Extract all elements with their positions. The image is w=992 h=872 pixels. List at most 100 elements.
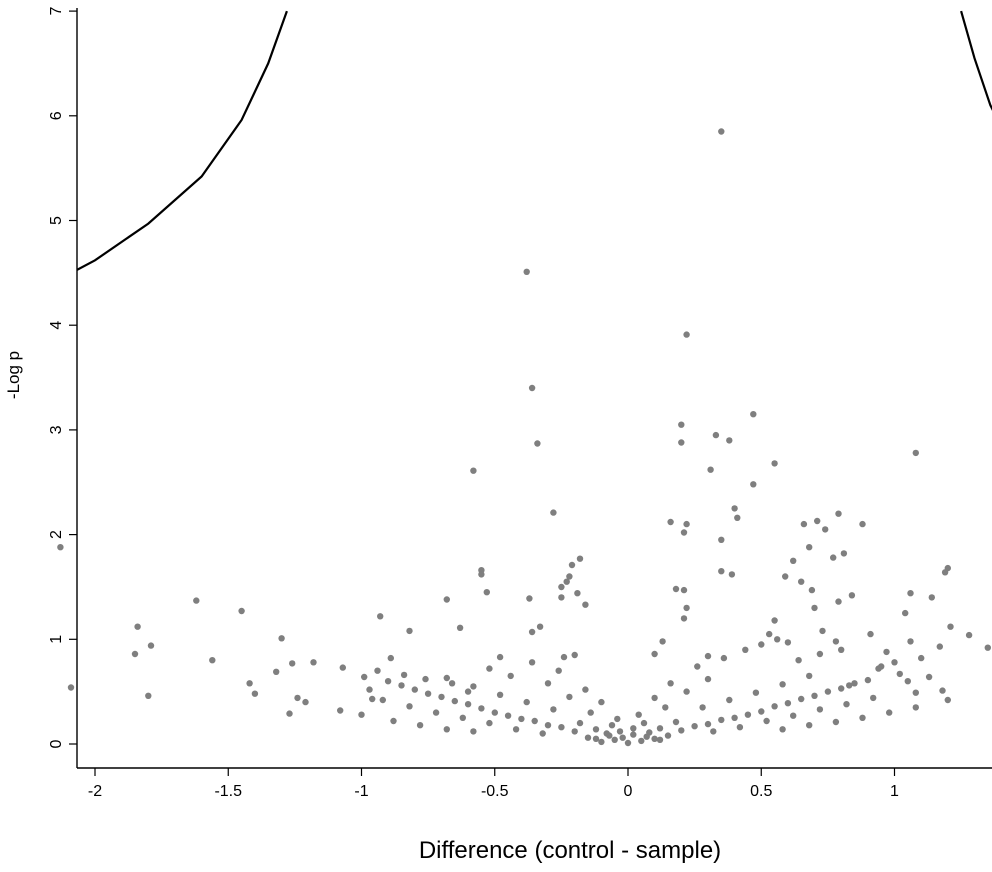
- data-point: [907, 638, 914, 645]
- data-point: [566, 693, 573, 701]
- data-point: [416, 722, 424, 729]
- data-point: [947, 623, 954, 630]
- data-point: [369, 695, 376, 703]
- data-point: [630, 731, 637, 738]
- data-point: [734, 514, 741, 521]
- data-point: [592, 735, 600, 742]
- data-point: [912, 449, 919, 457]
- data-point: [486, 665, 493, 672]
- data-point: [848, 592, 856, 599]
- data-point: [771, 460, 778, 467]
- x-tick-label: -2: [88, 783, 102, 800]
- data-points: [57, 128, 991, 747]
- data-point: [406, 703, 413, 710]
- data-point: [523, 698, 530, 706]
- data-point: [574, 590, 581, 597]
- data-point: [896, 670, 903, 678]
- data-point: [555, 667, 562, 674]
- data-point: [694, 663, 701, 670]
- data-point: [584, 734, 592, 741]
- x-tick-label: -1: [354, 783, 368, 800]
- data-point: [598, 698, 605, 706]
- data-point: [859, 520, 866, 528]
- data-point: [571, 728, 578, 735]
- data-point: [691, 723, 698, 730]
- data-point: [566, 573, 573, 580]
- data-point: [550, 706, 557, 713]
- data-point: [707, 466, 714, 473]
- significance-curve-left: [77, 10, 288, 272]
- data-point: [864, 676, 872, 684]
- data-point: [608, 722, 616, 729]
- data-point: [726, 696, 733, 704]
- data-point: [432, 709, 440, 716]
- data-point: [704, 652, 712, 660]
- data-point: [838, 646, 845, 653]
- data-point: [302, 698, 309, 706]
- data-point: [782, 573, 789, 580]
- data-point: [486, 719, 493, 727]
- data-point: [587, 709, 594, 716]
- data-point: [790, 557, 797, 564]
- data-point: [750, 481, 757, 488]
- data-point: [411, 686, 418, 693]
- data-point: [630, 725, 637, 732]
- y-tick-label: 0: [48, 739, 65, 748]
- data-point: [512, 726, 520, 733]
- data-point: [763, 717, 770, 725]
- data-point: [704, 675, 712, 683]
- data-point: [790, 712, 797, 719]
- data-point: [744, 711, 752, 718]
- data-point: [925, 673, 933, 681]
- data-point: [718, 568, 725, 575]
- x-tick-label: -0.5: [481, 783, 509, 800]
- significance-curves: [77, 10, 992, 272]
- data-point: [563, 578, 570, 585]
- data-point: [464, 701, 472, 708]
- data-point: [918, 654, 925, 662]
- data-point: [680, 615, 688, 622]
- data-point: [886, 709, 893, 716]
- data-point: [619, 734, 626, 741]
- data-point: [814, 517, 821, 525]
- data-point: [832, 718, 840, 726]
- data-point: [478, 705, 485, 712]
- data-point: [640, 719, 648, 727]
- x-axis-title: Difference (control - sample): [419, 837, 721, 864]
- data-point: [134, 623, 141, 630]
- data-point: [846, 682, 853, 689]
- data-point: [750, 411, 757, 418]
- data-point: [443, 596, 450, 603]
- data-point: [907, 590, 914, 597]
- data-point: [736, 724, 744, 731]
- data-point: [859, 714, 866, 721]
- y-axis-title: -Log p: [4, 351, 23, 399]
- data-point: [838, 685, 845, 692]
- data-point: [718, 128, 725, 135]
- data-point: [667, 518, 674, 526]
- data-point: [726, 437, 733, 444]
- data-point: [835, 510, 842, 517]
- data-point: [683, 604, 690, 612]
- data-point: [448, 680, 456, 687]
- data-point: [539, 730, 546, 737]
- data-point: [667, 680, 674, 687]
- data-point: [718, 716, 725, 724]
- data-point: [699, 704, 706, 711]
- data-point: [576, 555, 584, 562]
- data-point: [209, 657, 216, 664]
- data-point: [771, 617, 778, 624]
- data-point: [771, 703, 778, 710]
- data-point: [246, 680, 253, 687]
- data-point: [478, 571, 485, 578]
- y-tick-label: 5: [48, 216, 65, 225]
- data-point: [941, 569, 949, 576]
- data-point: [400, 671, 408, 679]
- data-point: [867, 630, 874, 638]
- data-point: [496, 653, 504, 661]
- data-point: [795, 657, 802, 664]
- data-point: [912, 704, 919, 711]
- data-point: [984, 644, 991, 651]
- data-point: [67, 684, 75, 691]
- data-point: [704, 720, 712, 728]
